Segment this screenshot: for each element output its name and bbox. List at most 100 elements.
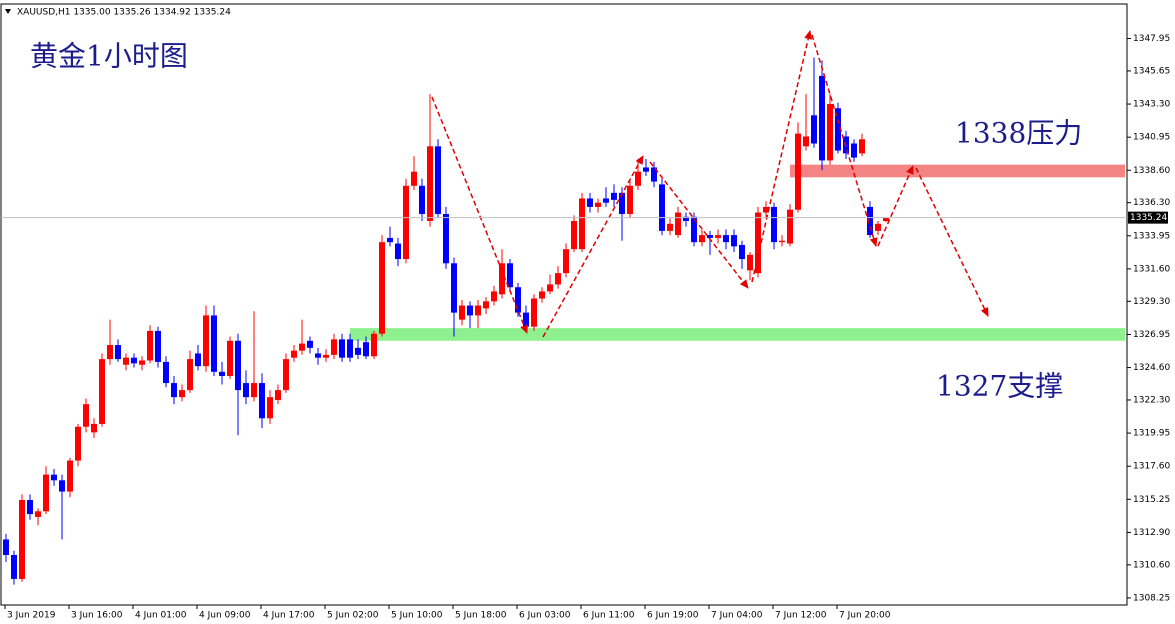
- candle-body: [795, 133, 801, 210]
- candle-body: [779, 240, 785, 243]
- y-tick-label: 1338.60: [1133, 166, 1170, 176]
- candle-body: [235, 340, 241, 391]
- candle-body: [83, 404, 89, 427]
- arrow: [811, 34, 878, 247]
- y-tick-label: 1326.95: [1133, 330, 1170, 340]
- candle-body: [395, 243, 401, 260]
- y-tick-label: 1312.90: [1133, 528, 1170, 538]
- candle-body: [275, 390, 281, 400]
- candle-body: [443, 213, 449, 264]
- candle-body: [203, 315, 209, 367]
- x-tick-label: 5 Jun 02:00: [327, 611, 379, 621]
- x-tick-label: 7 Jun 12:00: [775, 611, 827, 621]
- x-tick-label: 6 Jun 03:00: [519, 611, 571, 621]
- candle-body: [51, 474, 57, 481]
- candle-body: [771, 206, 777, 243]
- last-price-box: [1128, 211, 1168, 224]
- candle-body: [3, 539, 9, 555]
- candle-body: [139, 360, 145, 365]
- price-band: [790, 164, 1125, 178]
- candle-body: [491, 291, 497, 302]
- candle-body: [579, 198, 585, 250]
- candle-body: [835, 108, 841, 151]
- candle-body: [851, 143, 857, 158]
- y-tick-label: 1329.30: [1133, 297, 1170, 307]
- candle-body: [475, 305, 481, 316]
- candle-body: [11, 554, 17, 579]
- price-band: [350, 328, 1125, 341]
- x-tick-label: 7 Jun 04:00: [711, 611, 763, 621]
- candle-body: [419, 185, 425, 214]
- y-tick-label: 1345.65: [1133, 66, 1170, 76]
- candle-body: [755, 212, 761, 274]
- x-tick-label: 4 Jun 09:00: [199, 611, 251, 621]
- y-tick-label: 1331.60: [1133, 264, 1170, 274]
- candle-body: [363, 342, 369, 357]
- chart-label: 黄金1小时图: [30, 40, 188, 73]
- candle-body: [763, 206, 769, 213]
- candle-body: [27, 500, 33, 515]
- candle-body: [811, 115, 817, 144]
- candle-body: [747, 254, 753, 271]
- candle-body: [859, 139, 865, 154]
- candle-body: [819, 75, 825, 161]
- header: XAUUSD,H1 1335.00 1335.26 1334.92 1335.2…: [17, 8, 231, 18]
- candle-body: [75, 426, 81, 461]
- y-tick-label: 1343.30: [1133, 100, 1170, 110]
- candle-body: [427, 146, 433, 222]
- candle-body: [715, 235, 721, 238]
- candle-body: [339, 339, 345, 358]
- arrow: [649, 161, 749, 289]
- candle-body: [155, 330, 161, 362]
- axes: 1347.95 1345.65 1343.30 1340.95 1338.60 1336.…: [1, 34, 1170, 621]
- x-tick-label: 4 Jun 17:00: [263, 611, 315, 621]
- candle-body: [499, 263, 505, 295]
- candle-body: [91, 423, 97, 433]
- bands: [350, 164, 1125, 341]
- candle-body: [219, 371, 225, 377]
- candle-body: [299, 343, 305, 351]
- candle-body: [315, 353, 321, 358]
- candle-body: [179, 390, 185, 398]
- candle-body: [507, 263, 513, 288]
- candle-body: [147, 330, 153, 361]
- candle-body: [555, 273, 561, 285]
- x-tick-label: 6 Jun 19:00: [647, 611, 699, 621]
- candle-body: [547, 284, 553, 292]
- candle-body: [251, 383, 257, 398]
- candle-body: [323, 354, 329, 358]
- y-tick-label: 1347.95: [1133, 34, 1170, 44]
- candle-body: [67, 460, 73, 492]
- y-tick-label: 1310.60: [1133, 560, 1170, 570]
- candle-body: [563, 249, 569, 274]
- y-tick-label: 1324.60: [1133, 363, 1170, 373]
- candle-body: [699, 235, 705, 243]
- candle-body: [283, 359, 289, 391]
- candle-body: [883, 217, 889, 222]
- candle-body: [171, 383, 177, 398]
- candle-body: [259, 383, 265, 419]
- y-tick-label: 1315.25: [1133, 495, 1170, 505]
- candle-body: [707, 235, 713, 238]
- candle-body: [723, 235, 729, 243]
- candles: [3, 57, 889, 585]
- candle-body: [115, 345, 121, 360]
- candle-body: [107, 345, 113, 360]
- last-price-label: 1335.24: [1130, 213, 1167, 223]
- candle-body: [651, 167, 657, 182]
- candle-body: [19, 500, 25, 579]
- candle-body: [331, 339, 337, 355]
- candle-body: [827, 104, 833, 161]
- candle-body: [595, 202, 601, 207]
- candle-body: [691, 216, 697, 243]
- y-tick-label: 1319.95: [1133, 429, 1170, 439]
- candle-body: [667, 223, 673, 231]
- header-menu-icon[interactable]: [5, 9, 11, 14]
- y-tick-label: 1322.30: [1133, 395, 1170, 405]
- candle-body: [379, 242, 385, 334]
- y-tick-label: 1308.25: [1133, 593, 1170, 603]
- candle-body: [467, 305, 473, 316]
- candle-body: [435, 146, 441, 214]
- candle-body: [483, 301, 489, 309]
- y-tick-label: 1340.95: [1133, 133, 1170, 143]
